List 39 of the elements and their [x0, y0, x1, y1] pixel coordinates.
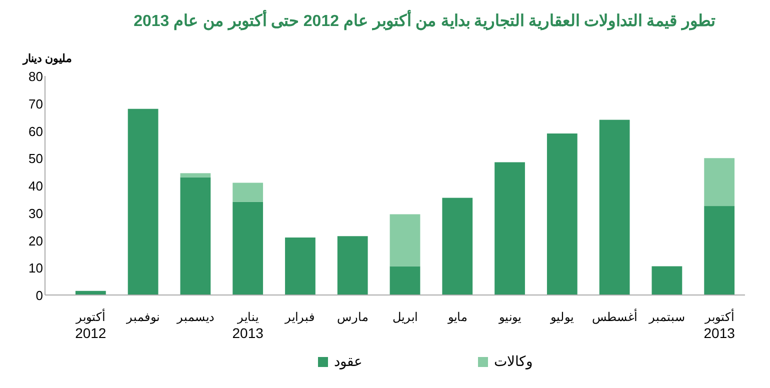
bar	[180, 177, 211, 295]
bar	[704, 206, 735, 295]
x-tick-label: يوليو	[550, 310, 574, 324]
y-tick-label: 70	[28, 96, 43, 112]
bar	[285, 238, 316, 295]
x-tick-label: أغسطس	[592, 309, 638, 324]
x-tick-label: ابريل	[392, 310, 418, 324]
bar	[652, 266, 682, 295]
x-tick-label: ديسمبر	[176, 310, 214, 324]
bar	[337, 236, 368, 295]
x-tick-label: مارس	[337, 310, 368, 324]
y-axis-title: مليون دينار	[22, 53, 72, 65]
y-tick-label: 30	[28, 206, 43, 221]
y-tick-label: 10	[28, 260, 43, 276]
x-tick-label: يونيو	[498, 310, 521, 324]
bar	[180, 173, 211, 178]
bar	[494, 162, 525, 295]
x-tick-label: فبراير	[284, 310, 316, 324]
x-tick-label: مايو	[446, 310, 467, 324]
bar	[390, 214, 420, 266]
y-tick-label: 0	[36, 288, 43, 303]
bar	[546, 133, 578, 295]
bar	[232, 202, 264, 295]
y-tick-label: 20	[28, 233, 43, 248]
x-tick-label: نوفمبر	[126, 310, 160, 324]
y-tick-label: 60	[28, 124, 43, 139]
y-tick-label: 80	[28, 69, 43, 84]
bar	[128, 108, 158, 295]
x-tick-label: سبتمبر	[648, 310, 685, 324]
bar	[442, 198, 473, 295]
legend-label: وكالات	[494, 353, 533, 370]
legend-label: عقود	[334, 353, 362, 370]
bar	[704, 158, 735, 206]
bar	[390, 266, 420, 295]
bar	[599, 120, 630, 295]
chart-title: تطور قيمة التداولات العقارية التجارية بداية من أكتوبر عام 2012 حتى أكتوبر من عام 2013	[134, 9, 716, 31]
y-tick-label: 50	[28, 151, 43, 166]
y-tick-label: 40	[28, 178, 43, 194]
bar	[232, 182, 264, 202]
